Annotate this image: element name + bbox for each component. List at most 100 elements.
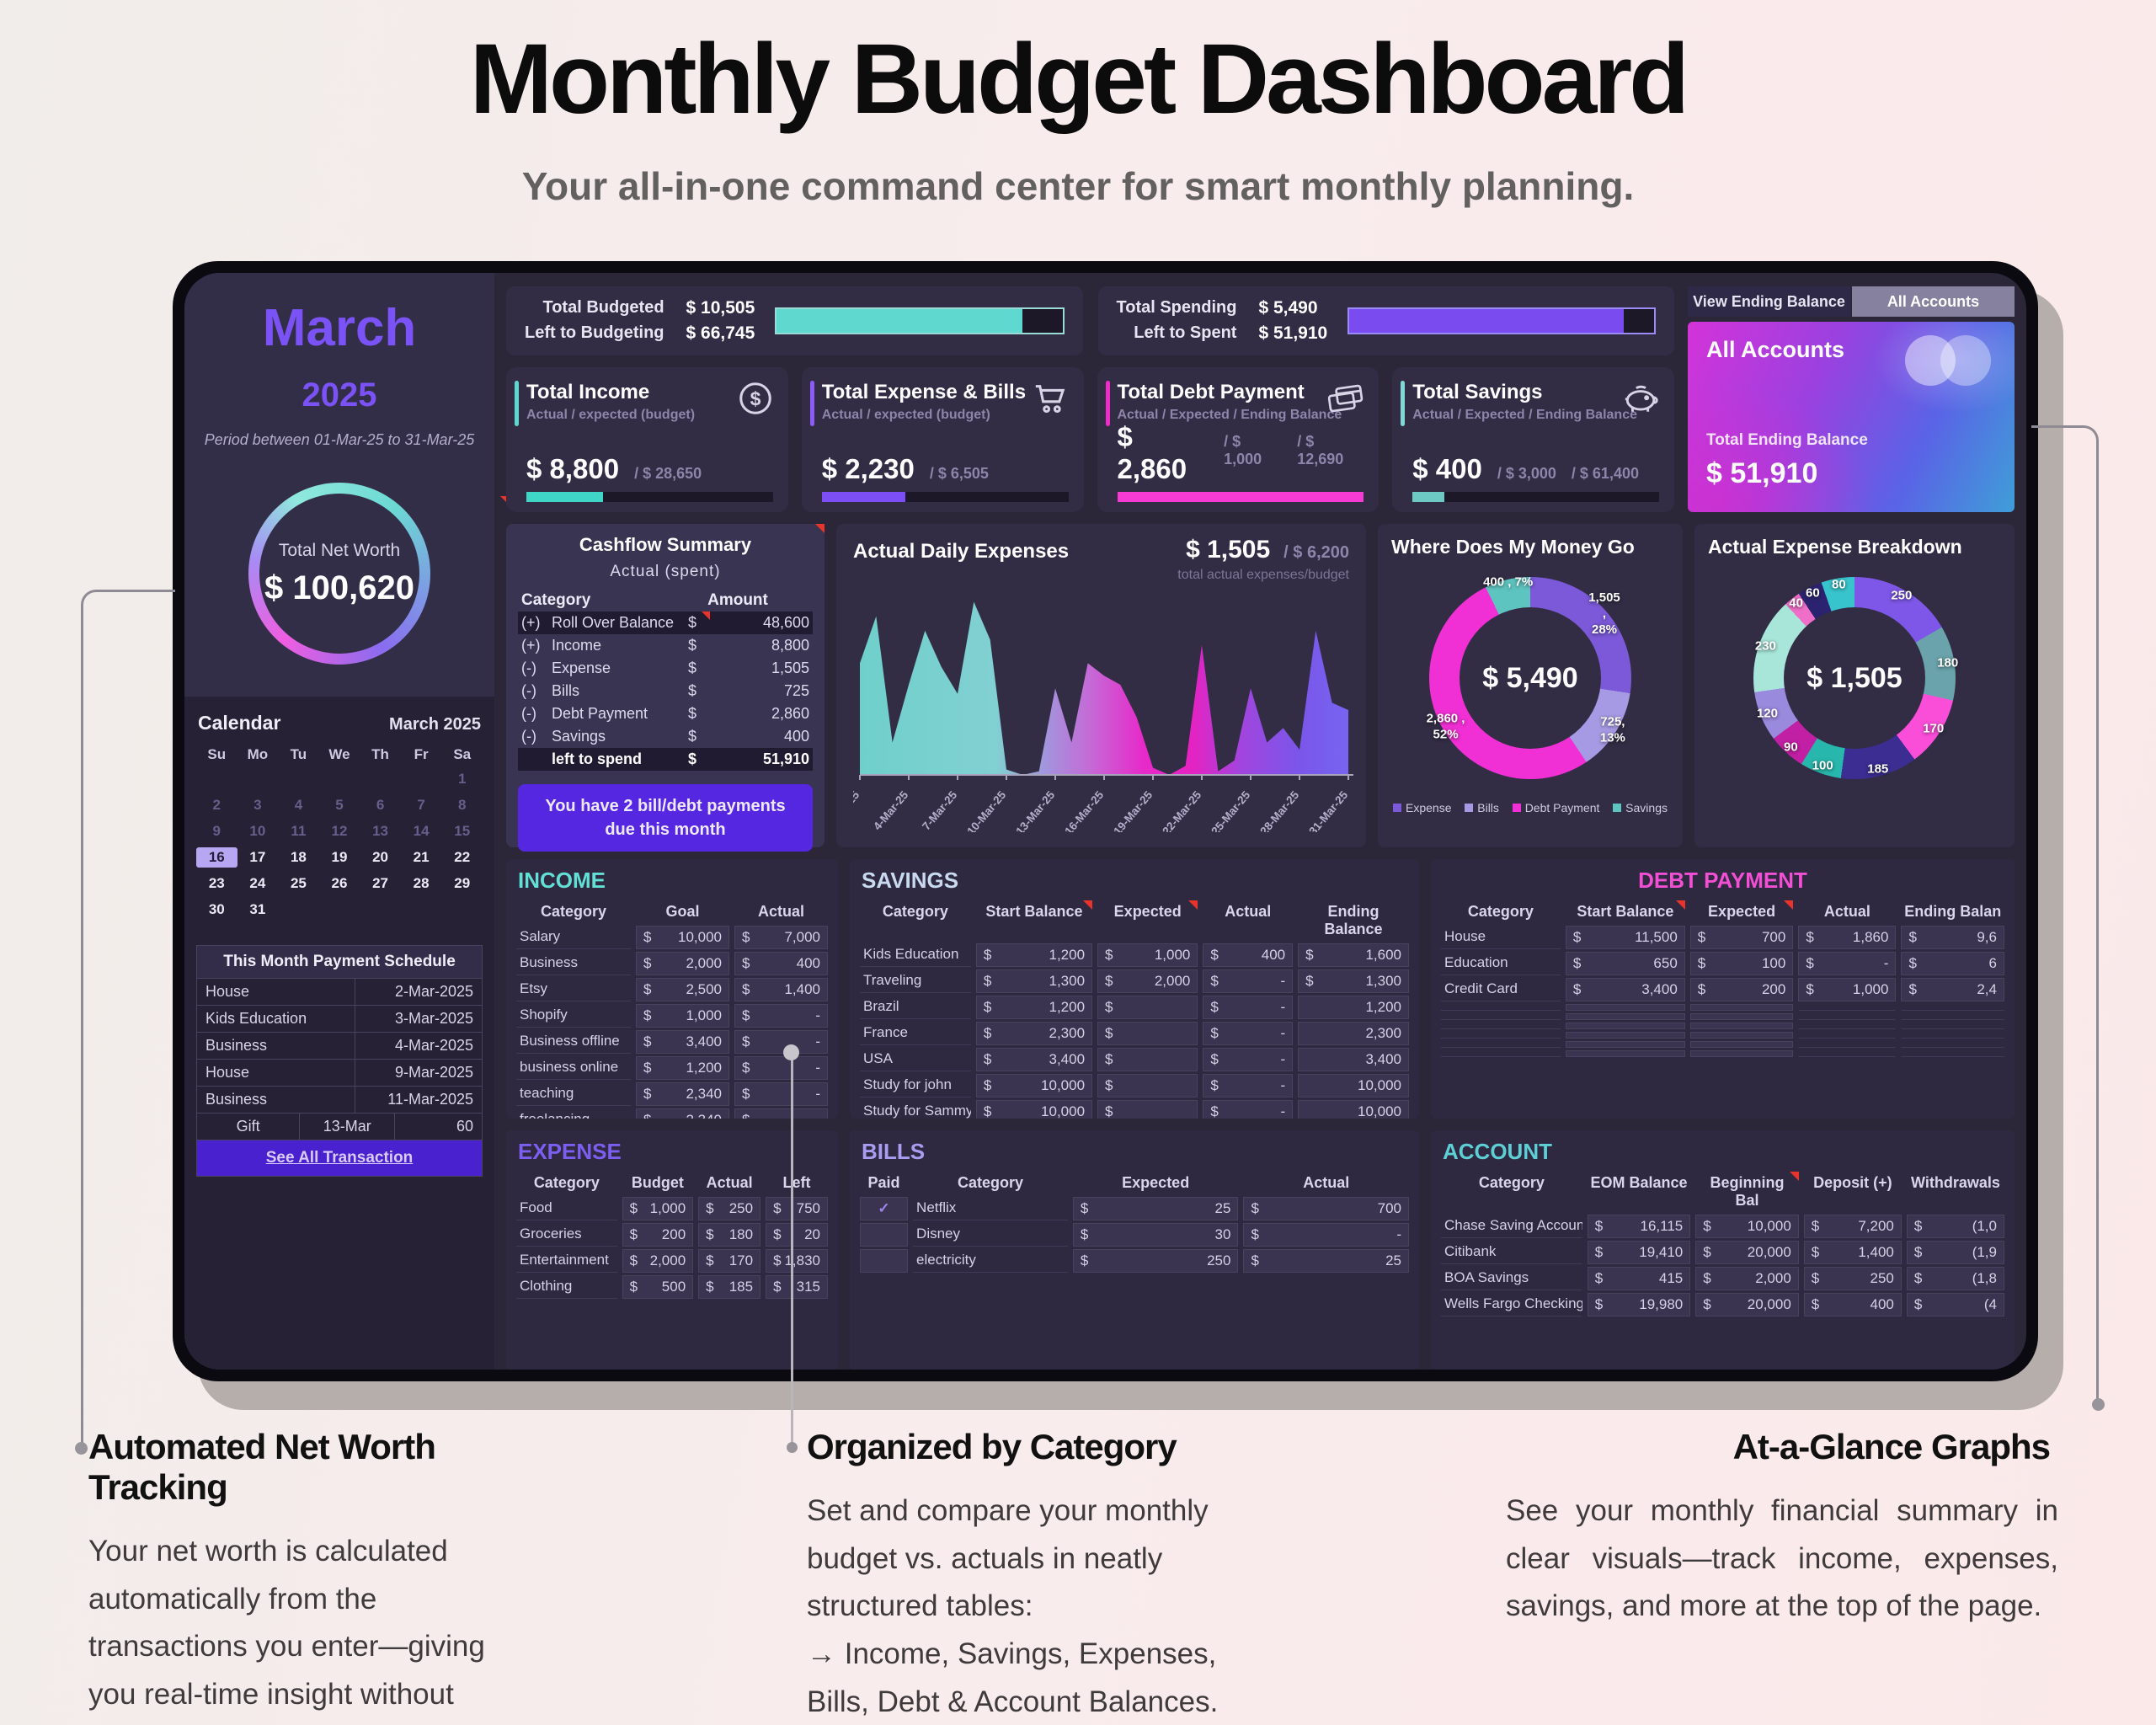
calendar-day[interactable]: 24	[249, 875, 266, 891]
currency-symbol: $	[1913, 1244, 1923, 1260]
calendar-grid: Su Mo Tu We Th Fr Sa 1 2 3 4 5 6 7 8 9 10 11 12 13 14 15 16 17 1…	[196, 746, 483, 920]
calendar-day[interactable]: 9	[212, 823, 221, 839]
column-header: Expected	[1122, 1174, 1190, 1191]
table-cell: $1,000	[1798, 978, 1897, 1001]
column-header: Budget	[631, 1174, 684, 1191]
calendar-day[interactable]: 18	[290, 849, 307, 865]
calendar-day[interactable]: 27	[372, 875, 389, 891]
calendar-day[interactable]: 11	[291, 823, 307, 839]
payment-schedule-row: Business 4-Mar-2025	[197, 1033, 482, 1060]
table-cell	[1901, 1013, 2004, 1020]
calendar-day[interactable]: 13	[372, 823, 389, 839]
table-cell: $400	[1803, 1293, 1902, 1316]
calendar-day	[196, 769, 237, 789]
daily-expenses-panel: Actual Daily Expenses $ 1,505 / $ 6,200 …	[822, 524, 1366, 847]
table-cell: USA	[860, 1048, 971, 1071]
sidebar-bottom: Calendar March 2025 Su Mo Tu We Th Fr Sa 1 2 3 4 5 6…	[184, 697, 494, 1370]
tab-all-accounts[interactable]: All Accounts	[1852, 286, 2015, 317]
cashflow-sign: (-)	[521, 682, 536, 699]
column-header: Category	[882, 903, 948, 920]
cell-value: 19,410	[1639, 1244, 1684, 1260]
cell-value: 1,830	[784, 1252, 820, 1268]
cashflow-category: Income	[552, 637, 602, 654]
table-cell	[1901, 1023, 2004, 1029]
calendar-day[interactable]: 20	[372, 849, 389, 865]
annotation-net-worth-heading: Automated Net Worth Tracking	[88, 1427, 436, 1507]
calendar-day[interactable]: 3	[253, 797, 262, 813]
column-header: Start Balance	[976, 900, 1093, 941]
calendar-day[interactable]: 6	[376, 797, 385, 813]
table-cell: Shopify	[516, 1004, 632, 1028]
table-cell: $170	[698, 1249, 761, 1273]
cashflow-currency: $	[688, 682, 697, 699]
calendar-day[interactable]: 14	[413, 823, 430, 839]
table-cell: Wells Fargo Checkings	[1441, 1293, 1582, 1316]
cell-value: 10,000	[1358, 1077, 1401, 1093]
table-cell	[1689, 1050, 1794, 1057]
calendar-day[interactable]: 19	[331, 849, 348, 865]
calendar-day[interactable]: 10	[249, 823, 266, 839]
table-cell: $-	[1203, 969, 1294, 993]
tab-view-ending-balance[interactable]: View Ending Balance	[1688, 286, 1850, 317]
legend-swatch-icon	[1613, 804, 1622, 812]
calendar-day[interactable]: 17	[249, 849, 266, 865]
table-cell: $	[1097, 1048, 1198, 1071]
table-cell: Study for Sammy	[860, 1100, 971, 1119]
paid-checkbox[interactable]	[860, 1223, 909, 1247]
calendar-day[interactable]: 5	[335, 797, 344, 813]
currency-symbol: $	[1210, 1051, 1219, 1067]
calendar-day[interactable]: 26	[331, 875, 348, 891]
cashflow-row: (-) Savings $400	[518, 725, 813, 748]
currency-symbol: $	[773, 1226, 782, 1242]
gift-amount: 60	[456, 1118, 473, 1135]
svg-text:31-Mar-25: 31-Mar-25	[1306, 788, 1350, 832]
calendar-day-header: Fr	[414, 746, 429, 762]
calendar-day[interactable]: 22	[454, 849, 471, 865]
callout-dot-left	[75, 1442, 88, 1455]
cell-value: 1,000	[649, 1200, 686, 1216]
table-cell: business online	[516, 1056, 632, 1080]
calendar-day[interactable]: 16	[196, 847, 237, 868]
table-cell: Disney	[913, 1223, 1068, 1247]
calendar-day[interactable]: 8	[457, 797, 467, 813]
legend-swatch-icon	[1465, 804, 1474, 812]
column-header: Actual	[757, 903, 804, 920]
calendar-day[interactable]: 21	[413, 849, 430, 865]
calendar-day[interactable]: 1	[457, 771, 467, 787]
calendar-day[interactable]: 4	[294, 797, 303, 813]
cell-value: 7,000	[784, 929, 820, 945]
calendar-day[interactable]: 7	[417, 797, 425, 813]
cell-value: 250	[1207, 1252, 1231, 1268]
cashflow-currency: $	[688, 660, 697, 676]
calendar-day[interactable]: 25	[290, 875, 307, 891]
table-cell: Salary	[516, 926, 632, 949]
payments-due-banner[interactable]: You have 2 bill/debt payments due this m…	[518, 784, 813, 852]
table-cell: Education	[1441, 952, 1561, 975]
cell-value: -	[1280, 1103, 1286, 1119]
currency-symbol: $	[1210, 999, 1219, 1015]
calendar-day[interactable]: 15	[454, 823, 471, 839]
cell-value: -	[815, 1086, 820, 1102]
paid-checkbox[interactable]	[860, 1249, 909, 1273]
calendar-day	[237, 769, 279, 789]
calendar-day[interactable]: 23	[208, 875, 225, 891]
cashflow-amount: 48,600	[762, 614, 809, 631]
table-cell: $20	[766, 1223, 828, 1247]
calendar-day[interactable]: 30	[208, 901, 225, 917]
see-all-transactions-link[interactable]: See All Transaction	[197, 1140, 482, 1176]
kpi-progress-fill	[1412, 492, 1445, 502]
calendar-day[interactable]: 31	[249, 901, 266, 917]
paid-checkbox[interactable]: ✓	[860, 1197, 909, 1220]
table-cell: $2,000	[1097, 969, 1198, 993]
cell-value: 10,000	[1358, 1103, 1401, 1119]
cell-value: 9,6	[1977, 929, 1997, 945]
calendar-day[interactable]: 29	[454, 875, 471, 891]
kpi-card-2: Total Expense & Bills Actual / expected (…	[801, 367, 1084, 512]
column-header: Category	[1478, 1174, 1545, 1191]
calendar-month-label: March 2025	[389, 715, 481, 734]
table-cell: Food	[516, 1197, 617, 1220]
calendar-day[interactable]: 2	[212, 797, 221, 813]
calendar-day[interactable]: 28	[413, 875, 430, 891]
currency-symbol: $	[643, 929, 652, 945]
calendar-day[interactable]: 12	[331, 823, 348, 839]
